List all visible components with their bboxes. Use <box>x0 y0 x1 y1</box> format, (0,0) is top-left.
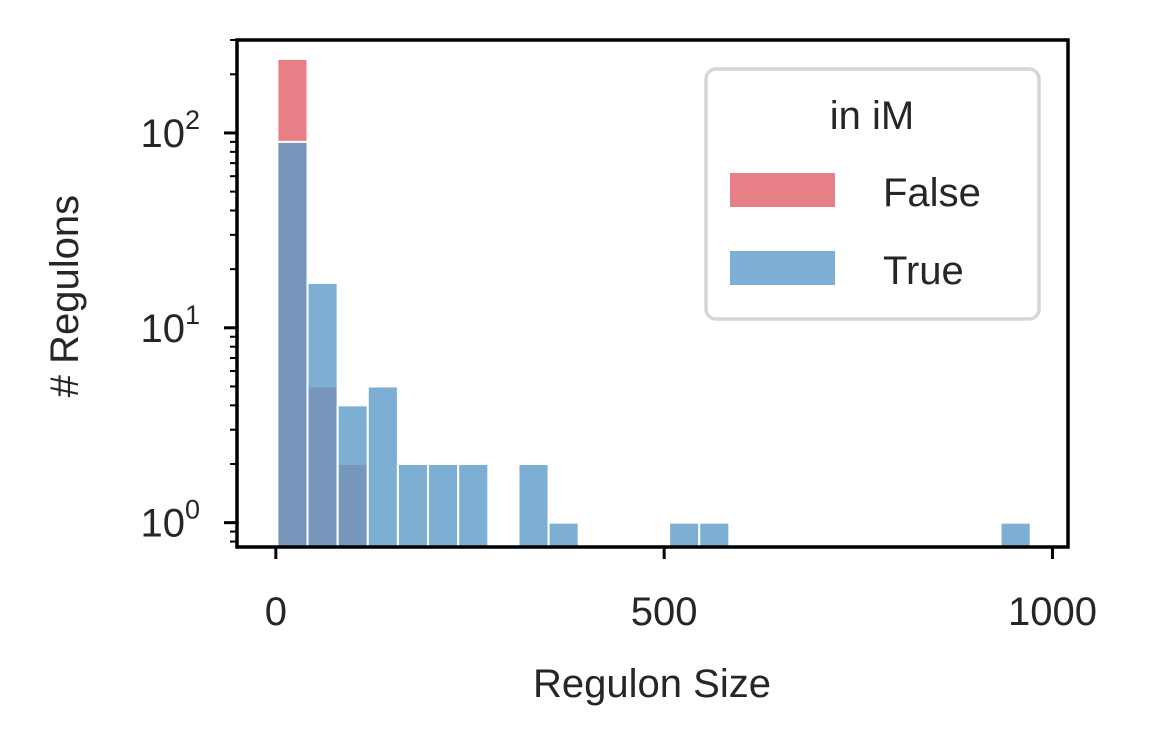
bar-true-6 <box>457 463 490 549</box>
bar-true-9 <box>547 521 580 549</box>
bars-layer <box>276 57 1032 549</box>
bar-true-13 <box>668 521 701 549</box>
y-tick-label: 101 <box>140 300 200 351</box>
legend-label-true: True <box>883 249 964 293</box>
y-tick-label: 102 <box>140 105 200 156</box>
legend-label-false: False <box>883 171 981 215</box>
y-tick-label: 100 <box>140 495 200 546</box>
x-axis-label: Regulon Size <box>533 662 771 706</box>
legend-swatch-false <box>730 173 835 207</box>
bar-true-0 <box>276 140 309 548</box>
bar-true-2 <box>336 404 369 548</box>
bar-true-3 <box>366 385 399 549</box>
bar-true-1 <box>306 281 339 548</box>
x-tick-label: 1000 <box>1008 590 1097 634</box>
bar-true-5 <box>427 463 460 549</box>
series-true <box>276 140 1032 549</box>
x-tick-label: 0 <box>265 590 287 634</box>
legend-title: in iM <box>830 94 914 138</box>
axes-layer: 0 500 1000 100 101 102 <box>140 39 1097 634</box>
x-tick-label: 500 <box>631 590 698 634</box>
bar-true-8 <box>517 463 550 549</box>
bar-true-24 <box>999 521 1032 549</box>
y-axis-label: # Regulons <box>43 195 87 397</box>
legend: in iM False True <box>704 67 1041 321</box>
bar-true-14 <box>698 521 731 549</box>
plot-frame <box>235 38 1070 549</box>
bar-true-4 <box>396 463 430 549</box>
legend-swatch-true <box>730 251 835 285</box>
